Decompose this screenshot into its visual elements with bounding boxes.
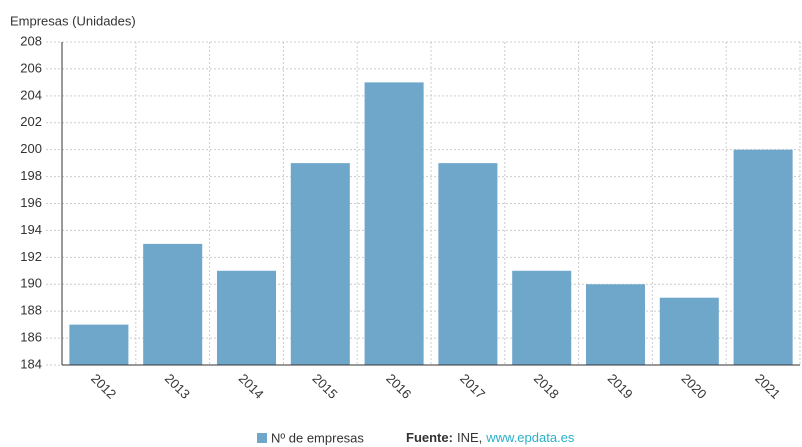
y-tick-label: 196 [20,195,42,210]
y-tick-label: 202 [20,114,42,129]
source-text: INE, [457,430,482,445]
bar [364,82,424,365]
x-tick-label: 2021 [752,371,783,402]
x-tick-label: 2020 [679,371,710,402]
y-tick-label: 206 [20,60,42,75]
y-tick-label: 186 [20,330,42,345]
legend-swatch [257,433,267,443]
y-tick-label: 190 [20,276,42,291]
bar [659,297,719,365]
bar [290,163,350,365]
y-tick-label: 198 [20,168,42,183]
y-tick-label: 208 [20,33,42,48]
bar [512,270,572,365]
bar [733,149,793,365]
x-tick-label: 2015 [310,371,341,402]
legend-entry: Nº de empresas [271,430,364,445]
x-tick-label: 2017 [457,371,488,402]
y-tick-label: 204 [20,87,42,102]
bar [143,243,203,365]
bar [438,163,498,365]
source-link[interactable]: www.epdata.es [485,430,575,445]
x-tick-label: 2013 [162,371,193,402]
y-tick-label: 192 [20,249,42,264]
x-tick-label: 2019 [605,371,636,402]
bar [585,284,646,365]
x-tick-label: 2018 [531,371,562,402]
source-label: Fuente: [406,430,453,445]
x-tick-label: 2012 [88,371,119,402]
y-tick-label: 200 [20,141,42,156]
x-tick-label: 2014 [236,371,267,402]
bar [69,324,129,365]
bar [216,270,277,365]
x-tick-label: 2016 [383,371,414,402]
source: Fuente: INE, www.epdata.es [406,430,575,445]
y-tick-label: 184 [20,356,42,371]
y-axis-label: Empresas (Unidades) [10,13,136,28]
y-tick-label: 188 [20,303,42,318]
y-tick-label: 194 [20,222,42,237]
